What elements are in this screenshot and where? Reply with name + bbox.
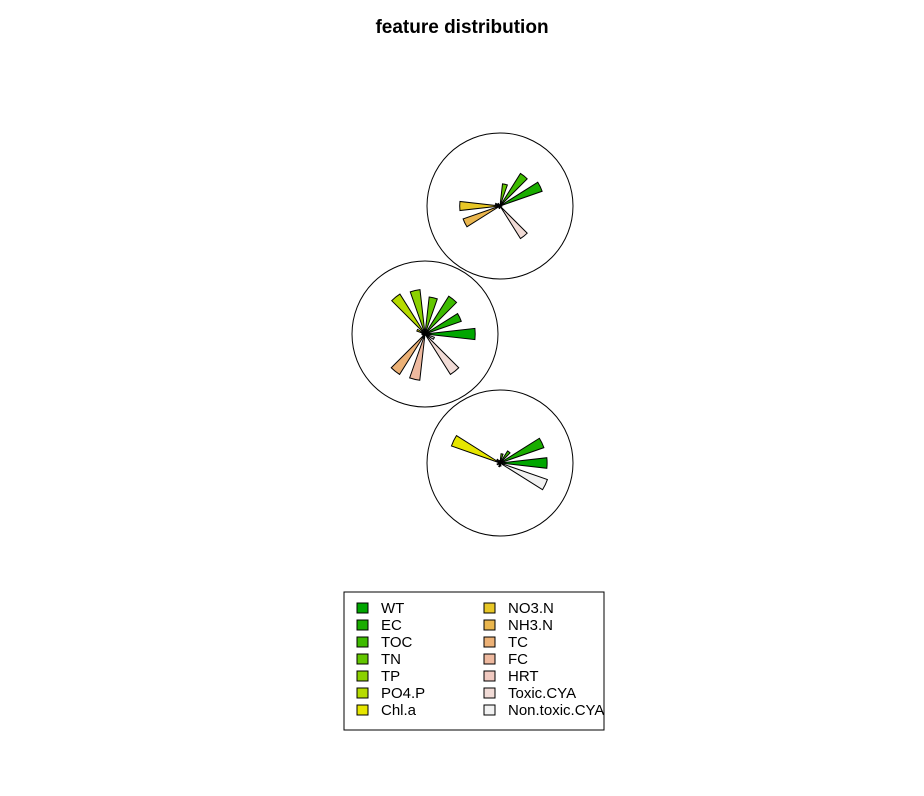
- segment-po4-p: [390, 293, 426, 335]
- chart-title: feature distribution: [375, 17, 548, 38]
- legend-swatch: [356, 602, 369, 614]
- segment-non-toxic-cya: [499, 462, 549, 491]
- segment-toc: [499, 172, 528, 207]
- star-3: [426, 389, 574, 537]
- legend-swatch: [356, 653, 369, 665]
- legend-swatch: [483, 653, 496, 665]
- legend-swatch: [356, 704, 369, 716]
- star-outline-circle: [426, 132, 574, 280]
- legend-label: TOC: [381, 634, 413, 651]
- star-outline-circle: [426, 389, 574, 537]
- legend-swatch: [483, 602, 496, 614]
- legend-swatch: [483, 687, 496, 699]
- segment-tn: [499, 183, 509, 207]
- legend-label: NO3.N: [508, 600, 554, 617]
- star-2: [351, 260, 499, 408]
- legend-swatch: [356, 636, 369, 648]
- segment-non-toxic-cya: [424, 333, 435, 340]
- legend-label: TP: [381, 668, 400, 685]
- legend-label: Toxic.CYA: [508, 685, 576, 702]
- segment-toxic-cya: [499, 205, 528, 240]
- legend-label: EC: [381, 617, 402, 634]
- legend-label: Non.toxic.CYA: [508, 702, 604, 719]
- legend-label: Chl.a: [381, 702, 417, 719]
- legend-swatch: [356, 619, 369, 631]
- segment-ec: [499, 181, 543, 207]
- segment-chl-a: [450, 434, 501, 464]
- segment-fc: [409, 333, 426, 381]
- segment-toc: [499, 450, 511, 464]
- legend-label: WT: [381, 600, 404, 617]
- legend-swatch: [483, 619, 496, 631]
- segment-tp: [409, 289, 426, 335]
- segment-chl-a: [416, 328, 426, 335]
- legend-label: TN: [381, 651, 401, 668]
- legend-label: PO4.P: [381, 685, 425, 702]
- segment-tn: [424, 296, 438, 335]
- segment-toc: [424, 295, 458, 335]
- segment-ec: [424, 312, 462, 335]
- legend-swatch: [483, 670, 496, 682]
- segment-chl-a: [494, 202, 501, 207]
- legend-swatch: [483, 704, 496, 716]
- segment-wt: [499, 457, 548, 469]
- legend-label: NH3.N: [508, 617, 553, 634]
- legend-box: [343, 591, 605, 731]
- segment-no3-n: [421, 333, 426, 335]
- segment-toxic-cya: [424, 333, 460, 376]
- segment-non-toxic-cya: [499, 205, 502, 208]
- legend-label: FC: [508, 651, 528, 668]
- segment-no3-n: [459, 200, 501, 212]
- legend-label: HRT: [508, 668, 539, 685]
- segment-nh3-n: [462, 205, 501, 228]
- segment-wt: [424, 327, 476, 341]
- legend-swatch: [356, 670, 369, 682]
- segment-tn: [499, 453, 504, 464]
- legend-swatch: [483, 636, 496, 648]
- legend-label: TC: [508, 634, 528, 651]
- segment-tc: [390, 333, 426, 376]
- segment-ec: [499, 437, 545, 464]
- star-outline-circle: [351, 260, 499, 408]
- star-1: [426, 132, 574, 280]
- legend-swatch: [356, 687, 369, 699]
